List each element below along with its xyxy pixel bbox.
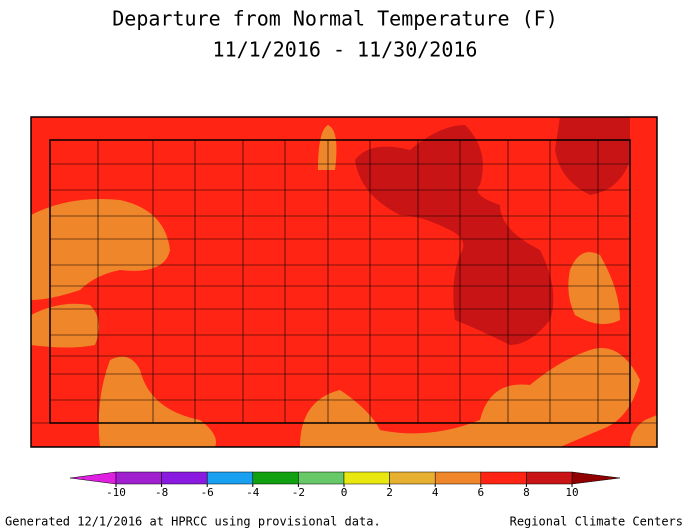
legend-tick-label: 8 <box>523 486 530 499</box>
legend-swatch <box>298 471 345 485</box>
region-warm <box>31 199 170 300</box>
map <box>30 116 658 448</box>
legend-tick-label: -6 <box>201 486 214 499</box>
footer-left: Generated 12/1/2016 at HPRCC using provi… <box>5 515 381 529</box>
legend-swatch <box>434 471 482 485</box>
region-hot <box>355 125 554 345</box>
legend-swatch <box>480 471 527 485</box>
region-warm <box>318 125 337 170</box>
legend-high-arrow <box>571 471 621 485</box>
color-legend: -10 -8 -6 -4 -2 0 2 4 6 8 10 <box>69 471 621 499</box>
legend-tick-label: -4 <box>246 486 260 499</box>
map-frame <box>30 116 658 448</box>
legend-tick-label: 0 <box>341 486 348 499</box>
legend-tick-label: -10 <box>106 486 126 499</box>
region-warm <box>98 356 216 447</box>
legend-swatch <box>115 471 162 485</box>
legend-swatch <box>161 471 208 485</box>
legend-tick-label: 6 <box>477 486 484 499</box>
footer-right: Regional Climate Centers <box>510 515 683 529</box>
legend-tick-label: -2 <box>292 486 305 499</box>
title-line: 11/1/2016 - 11/30/2016 <box>213 38 478 62</box>
legend-swatch <box>343 471 390 485</box>
legend-swatch <box>252 471 299 485</box>
legend-swatch <box>526 471 573 485</box>
legend-tick-label: 2 <box>386 486 393 499</box>
region-warm <box>568 252 620 324</box>
legend-tick-label: 10 <box>565 486 578 499</box>
title-line: Departure from Normal Temperature (F) <box>112 7 558 31</box>
region-warm <box>31 303 99 348</box>
legend-swatch <box>206 471 254 485</box>
region-hot <box>555 117 630 195</box>
legend-low-arrow <box>69 471 117 485</box>
legend-tick-label: -8 <box>155 486 168 499</box>
legend-swatch <box>389 471 436 485</box>
legend-tick-label: 4 <box>432 486 439 499</box>
state-border <box>49 139 631 424</box>
